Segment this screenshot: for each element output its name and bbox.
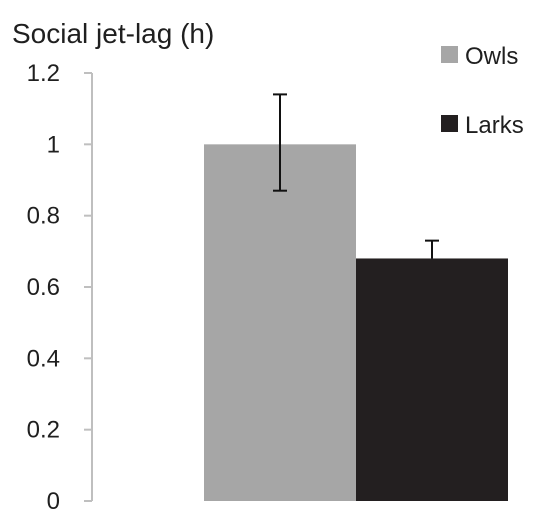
legend: Owls Larks (441, 43, 524, 139)
y-tick-label: 1 (47, 131, 60, 158)
legend-swatch-owls (441, 46, 458, 63)
y-tick-label: 0 (47, 488, 60, 515)
bar-larks (356, 258, 508, 501)
y-tick-label: 0.2 (27, 417, 60, 444)
y-axis-label: Social jet-lag (h) (12, 18, 214, 49)
legend-swatch-larks (441, 115, 458, 132)
y-tick-label: 0.8 (27, 203, 60, 230)
bars-group (204, 93, 508, 502)
bar-owls (204, 144, 356, 502)
y-tick-label: 0.6 (27, 274, 60, 301)
legend-label-larks: Larks (465, 112, 524, 139)
y-axis: 0 0.2 0.4 0.6 0.8 1 1.2 (27, 60, 93, 515)
y-tick-label: 0.4 (27, 345, 60, 372)
legend-label-owls: Owls (465, 43, 518, 70)
y-tick-label: 1.2 (27, 60, 60, 87)
